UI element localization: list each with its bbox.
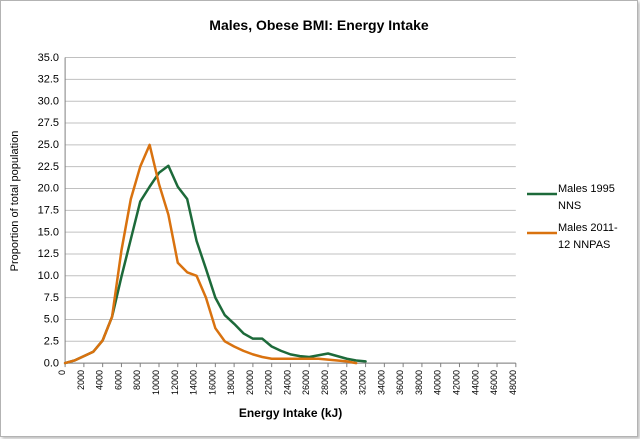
svg-text:32.5: 32.5 (38, 74, 59, 86)
svg-text:28000: 28000 (320, 370, 330, 395)
svg-text:42000: 42000 (451, 370, 461, 395)
svg-text:4000: 4000 (95, 370, 105, 390)
svg-text:26000: 26000 (301, 370, 311, 395)
svg-text:22.5: 22.5 (38, 161, 59, 173)
svg-text:36000: 36000 (395, 370, 405, 395)
svg-text:40000: 40000 (433, 370, 443, 395)
svg-text:0: 0 (57, 370, 67, 375)
svg-text:17.5: 17.5 (38, 205, 59, 217)
svg-text:0.0: 0.0 (44, 357, 59, 369)
svg-text:16000: 16000 (207, 370, 217, 395)
svg-text:10000: 10000 (151, 370, 161, 395)
svg-text:34000: 34000 (376, 370, 386, 395)
svg-text:24000: 24000 (282, 370, 292, 395)
svg-text:2000: 2000 (76, 370, 86, 390)
svg-text:30000: 30000 (339, 370, 349, 395)
svg-text:20.0: 20.0 (38, 183, 59, 195)
svg-text:48000: 48000 (508, 370, 518, 395)
svg-text:22000: 22000 (264, 370, 274, 395)
svg-text:10.0: 10.0 (38, 270, 59, 282)
svg-text:5.0: 5.0 (44, 314, 59, 326)
svg-text:20000: 20000 (245, 370, 255, 395)
svg-text:2.5: 2.5 (44, 335, 59, 347)
svg-text:25.0: 25.0 (38, 139, 59, 151)
svg-text:12000: 12000 (170, 370, 180, 395)
svg-text:32000: 32000 (358, 370, 368, 395)
svg-text:7.5: 7.5 (44, 292, 59, 304)
svg-text:15.0: 15.0 (38, 226, 59, 238)
svg-text:35.0: 35.0 (38, 52, 59, 64)
svg-text:18000: 18000 (226, 370, 236, 395)
svg-text:14000: 14000 (189, 370, 199, 395)
svg-text:12.5: 12.5 (38, 248, 59, 260)
svg-text:6000: 6000 (113, 370, 123, 390)
svg-text:44000: 44000 (470, 370, 480, 395)
svg-text:38000: 38000 (414, 370, 424, 395)
svg-text:8000: 8000 (132, 370, 142, 390)
svg-text:46000: 46000 (489, 370, 499, 395)
svg-text:27.5: 27.5 (38, 117, 59, 129)
svg-text:30.0: 30.0 (38, 95, 59, 107)
